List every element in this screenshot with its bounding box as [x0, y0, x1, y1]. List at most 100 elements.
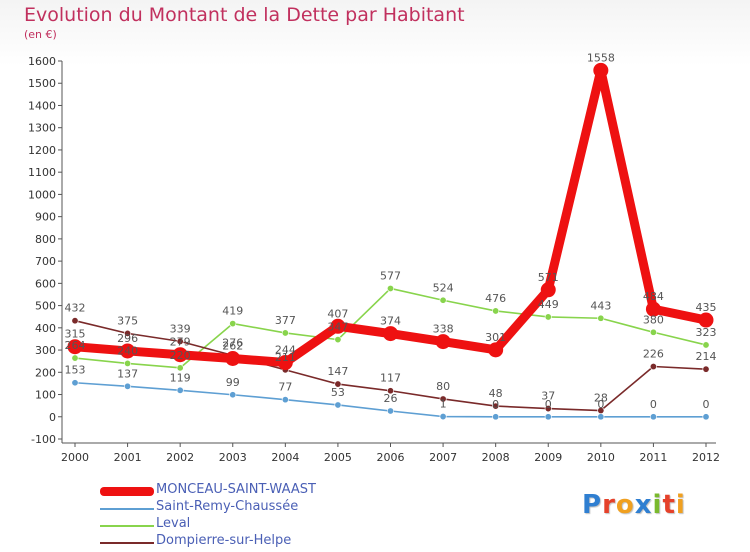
- series-point-2: [386, 284, 394, 292]
- data-label: 117: [380, 372, 401, 385]
- series-point-0: [698, 312, 714, 328]
- data-label: 279: [170, 336, 191, 349]
- series-point-3: [649, 363, 657, 371]
- series-point-2: [281, 329, 289, 337]
- y-tick-label: 1300: [28, 122, 56, 135]
- series-point-2: [544, 313, 552, 321]
- series-point-3: [386, 387, 394, 395]
- data-label: 338: [433, 323, 454, 336]
- proxiti-logo: Proxiti: [582, 490, 686, 520]
- x-tick-label: 2010: [587, 451, 615, 464]
- y-tick-label: 100: [35, 389, 56, 402]
- series-point-1: [597, 413, 605, 421]
- series-point-1: [124, 382, 132, 390]
- data-label: 476: [485, 292, 506, 305]
- data-label: 264: [65, 339, 86, 352]
- y-tick-label: 1200: [28, 144, 56, 157]
- y-tick-label: 1600: [28, 55, 56, 68]
- legend-label-leval: Leval: [156, 516, 191, 531]
- data-label: 380: [643, 313, 664, 326]
- data-label: 374: [380, 315, 401, 328]
- series-point-2: [649, 328, 657, 336]
- data-label: 276: [222, 336, 243, 349]
- x-tick-label: 2004: [271, 451, 299, 464]
- data-label: 77: [278, 381, 292, 394]
- x-tick-label: 2002: [166, 451, 194, 464]
- x-tick-label: 2005: [324, 451, 352, 464]
- series-point-1: [176, 386, 184, 394]
- x-tick-label: 2008: [482, 451, 510, 464]
- legend-swatch-dompierre: [100, 542, 154, 544]
- data-label: 0: [597, 398, 604, 411]
- data-label: 220: [170, 349, 191, 362]
- series-point-1: [439, 413, 447, 421]
- series-point-2: [492, 307, 500, 315]
- x-tick-label: 2012: [692, 451, 720, 464]
- data-label: 339: [170, 322, 191, 335]
- series-point-2: [124, 359, 132, 367]
- series-point-0: [488, 342, 504, 358]
- series-point-0: [540, 282, 556, 298]
- data-label: 323: [696, 326, 717, 339]
- legend-item-monceau: MONCEAU-SAINT-WAAST: [100, 482, 380, 501]
- data-label: 407: [327, 307, 348, 320]
- y-tick-label: 400: [35, 322, 56, 335]
- series-point-1: [492, 413, 500, 421]
- series-point-0: [225, 351, 241, 367]
- data-label: 48: [489, 387, 503, 400]
- data-label: 375: [117, 314, 138, 327]
- legend-item-leval: Leval: [100, 516, 380, 535]
- data-label: 37: [541, 390, 555, 403]
- data-label: 26: [384, 392, 398, 405]
- x-tick-label: 2007: [429, 451, 457, 464]
- y-tick-label: 800: [35, 233, 56, 246]
- data-label: 432: [65, 302, 86, 315]
- series-point-2: [71, 354, 79, 362]
- data-label: 147: [327, 365, 348, 378]
- data-label: 28: [594, 392, 608, 405]
- data-label: 0: [703, 398, 710, 411]
- y-tick-label: 1400: [28, 99, 56, 112]
- data-label: 211: [275, 351, 296, 364]
- x-tick-label: 2011: [639, 451, 667, 464]
- data-label: 53: [331, 386, 345, 399]
- y-tick-label: 0: [49, 411, 56, 424]
- y-tick-label: 900: [35, 211, 56, 224]
- data-label: 0: [545, 398, 552, 411]
- series-point-2: [176, 364, 184, 372]
- series-point-3: [176, 337, 184, 345]
- data-label: 1558: [587, 51, 615, 64]
- x-tick-label: 2003: [219, 451, 247, 464]
- chart-subtitle: (en €): [24, 28, 57, 41]
- data-label: 137: [117, 367, 138, 380]
- y-tick-label: 1000: [28, 188, 56, 201]
- data-label: 226: [643, 348, 664, 361]
- series-point-1: [281, 396, 289, 404]
- series-point-3: [492, 402, 500, 410]
- data-label: 262: [222, 340, 243, 353]
- series-point-0: [277, 355, 293, 371]
- data-label: 419: [222, 305, 243, 318]
- data-label: 301: [485, 331, 506, 344]
- x-tick-label: 2009: [534, 451, 562, 464]
- data-label: 577: [380, 269, 401, 282]
- series-point-0: [383, 326, 398, 342]
- x-tick-label: 2006: [377, 451, 405, 464]
- data-label: 315: [65, 328, 86, 341]
- series-point-1: [334, 401, 342, 409]
- data-label: 99: [226, 376, 240, 389]
- data-label: 80: [436, 380, 450, 393]
- series-point-1: [71, 379, 79, 387]
- data-label: 240: [117, 344, 138, 357]
- y-tick-label: 1100: [28, 166, 56, 179]
- series-point-0: [435, 334, 451, 350]
- series-point-3: [702, 365, 710, 373]
- y-tick-label: -100: [31, 433, 56, 446]
- series-point-1: [649, 413, 657, 421]
- data-label: 0: [650, 398, 657, 411]
- series-point-0: [120, 343, 136, 359]
- data-label: 377: [275, 314, 296, 327]
- data-label: 449: [538, 298, 559, 311]
- data-label: 347: [327, 321, 348, 334]
